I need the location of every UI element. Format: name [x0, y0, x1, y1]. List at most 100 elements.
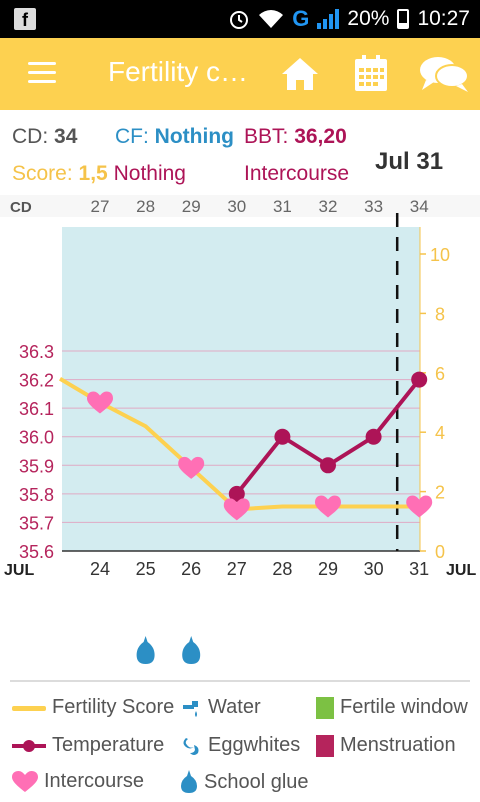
date-tick-label: 28	[272, 559, 292, 579]
temperature-point	[320, 457, 336, 474]
score-tick-label: 0	[435, 542, 445, 562]
cycle-day-tick: 28	[136, 197, 155, 216]
cf-label: CF:	[115, 125, 149, 148]
date-tick-label: 26	[181, 559, 201, 579]
temp-tick-label: 35.7	[19, 513, 54, 533]
legend-school-glue: School glue	[180, 770, 309, 794]
temperature-point	[365, 428, 382, 445]
chart-svg[interactable]: CD 27 28 29 30 31 32 33 3436.336.236.136.035.935…	[0, 195, 480, 595]
intercourse-heart	[87, 391, 113, 414]
network-type: G	[292, 6, 310, 31]
intercourse-status: Intercourse	[244, 162, 350, 185]
calendar-icon[interactable]	[354, 54, 388, 92]
score-tick-label: 6	[435, 364, 445, 384]
intercourse-heart	[178, 456, 205, 479]
cycle-day-tick: 29	[182, 197, 201, 216]
legend-label: Fertile window	[340, 696, 468, 718]
chart-legend: Fertility Score Water Fertile window Tem…	[10, 680, 470, 802]
temp-tick-label: 35.9	[19, 456, 54, 476]
temperature-point	[274, 428, 291, 445]
school-glue-drop-icon	[182, 636, 201, 664]
status-bar: f G 20% 10:27	[0, 0, 480, 38]
score-value: 1,5	[78, 162, 108, 185]
temp-tick-label: 36.1	[19, 399, 54, 419]
score-tick-label: 8	[435, 304, 445, 324]
school-glue-drop-icon	[136, 636, 155, 664]
signal-icon	[317, 9, 340, 29]
cd-label: CD:	[12, 125, 49, 148]
menu-icon[interactable]	[28, 62, 56, 84]
chat-icon[interactable]	[418, 54, 470, 94]
date-tick-label: 30	[364, 559, 384, 579]
score-label: Score:	[12, 162, 73, 185]
cycle-day-tick: 30	[227, 197, 246, 216]
cd-value: 34	[54, 125, 78, 148]
cycle-day-tick: 33	[364, 197, 383, 216]
home-icon[interactable]	[280, 56, 320, 92]
intercourse-heart	[406, 495, 433, 518]
cd-header-label: CD	[10, 199, 32, 216]
cycle-day: CD: 34	[12, 125, 77, 149]
app-bar: Fertility c…	[0, 38, 480, 110]
battery-percent: 20%	[347, 7, 390, 30]
cycle-day-tick: 34	[410, 197, 429, 216]
cervical-fluid: CF: Nothing	[115, 125, 234, 149]
fertility-chart[interactable]: CD 27 28 29 30 31 32 33 34 36.3 36.2 36.1 36.0 35.9 35…	[0, 195, 480, 595]
water-tap-icon	[183, 700, 198, 717]
intercourse-heart	[223, 498, 250, 521]
legend-label: Water	[208, 696, 261, 718]
cd-header-bg	[0, 195, 480, 217]
legend-eggwhites: Eggwhites	[180, 734, 300, 757]
legend-intercourse: Intercourse	[12, 770, 144, 793]
clock: 10:27	[417, 7, 470, 30]
eggwhites-icon	[183, 737, 199, 755]
date-tick-label: 27	[227, 559, 247, 579]
legend-menstruation: Menstruation	[316, 734, 456, 757]
cf-value: Nothing	[154, 125, 234, 148]
temperature-point	[228, 485, 245, 502]
temperature-point	[411, 371, 428, 388]
fertility-score-line-icon	[12, 705, 46, 711]
temp-tick-label: 36.0	[19, 428, 54, 448]
legend-water: Water	[180, 696, 261, 719]
date-tick-label: 24	[90, 559, 110, 579]
app-title: Fertility c…	[108, 56, 248, 87]
marker-svg	[136, 636, 201, 664]
legend-label: Eggwhites	[208, 734, 301, 756]
day-info-panel: CD: 34 CF: Nothing BBT: 36,20 Score: 1,5…	[0, 110, 480, 202]
status-right: G 20% 10:27	[228, 6, 470, 32]
temp-tick-label: 35.6	[19, 542, 54, 562]
legend-label: School glue	[204, 770, 309, 793]
magenta-square-icon	[316, 734, 334, 757]
legend-temperature: Temperature	[12, 734, 164, 757]
intercourse-heart	[315, 495, 341, 518]
battery-icon	[397, 9, 410, 29]
bbt: BBT: 36,20	[244, 125, 347, 149]
wifi-icon	[259, 10, 284, 28]
legend-fertile-window: Fertile window	[316, 696, 468, 719]
heart-icon	[12, 770, 38, 792]
date-tick-label: 31	[409, 559, 429, 579]
facebook-icon: f	[14, 8, 36, 30]
month-label-right: JUL	[446, 562, 476, 579]
cycle-day-tick: 27	[91, 197, 110, 216]
alarm-icon	[230, 11, 249, 29]
temp-tick-label: 35.8	[19, 485, 54, 505]
score-tick-label: 10	[430, 245, 450, 265]
temp-tick-label: 36.3	[19, 342, 54, 362]
legend-label: Temperature	[52, 734, 165, 756]
score-tick-label: 4	[435, 423, 445, 443]
score-tick-label: 2	[435, 483, 445, 503]
green-square-icon	[316, 696, 334, 719]
cycle-day-tick: 31	[273, 197, 292, 216]
temp-tick-label: 36.2	[19, 371, 54, 391]
date-tick-label: 29	[318, 559, 338, 579]
score: Score: 1,5 Nothing	[12, 162, 186, 186]
date-tick-label: 25	[136, 559, 156, 579]
bbt-value: 36,20	[294, 125, 347, 148]
bbt-label: BBT:	[244, 125, 289, 148]
selected-date: Jul 31	[375, 148, 444, 175]
legend-fertility-score: Fertility Score	[12, 696, 174, 719]
legend-label: Fertility Score	[52, 696, 175, 718]
cycle-day-tick: 32	[319, 197, 338, 216]
